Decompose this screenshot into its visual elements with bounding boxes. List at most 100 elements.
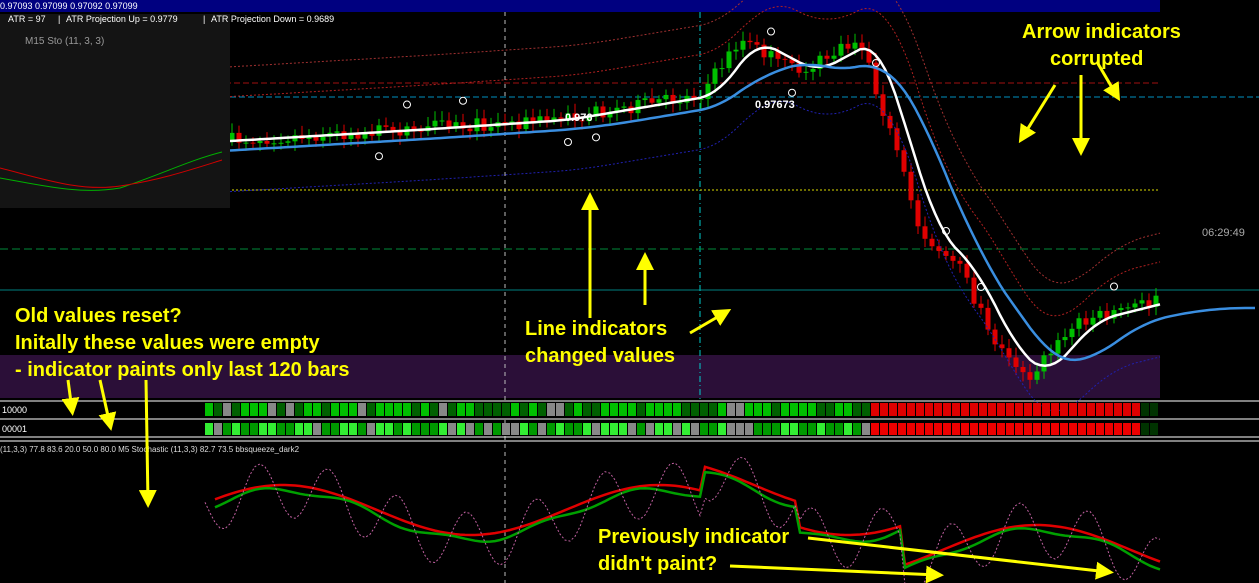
candle: [1146, 300, 1152, 307]
candle: [824, 55, 830, 59]
candle: [810, 68, 816, 72]
candle: [607, 112, 613, 118]
heat-cell: [754, 403, 762, 416]
heat-cell: [1141, 403, 1149, 416]
candle: [1034, 371, 1040, 380]
candle: [873, 62, 879, 95]
clock: 06:29:49: [1202, 227, 1245, 239]
heat-cell: [529, 423, 537, 435]
heat-cell: [961, 403, 969, 416]
heat-cell: [601, 423, 609, 435]
heat-cell: [916, 423, 924, 435]
heat-cell: [1060, 403, 1068, 416]
candle: [985, 307, 991, 330]
heat-cell: [619, 423, 627, 435]
candle: [411, 126, 417, 131]
heat-cell: [403, 423, 411, 435]
heat-cell: [367, 403, 375, 416]
marker: [375, 152, 383, 161]
marker: [788, 88, 796, 97]
row-label: 00001: [2, 424, 27, 434]
heat-cell: [214, 403, 222, 416]
heat-cell: [799, 403, 807, 416]
heat-cell: [790, 403, 798, 416]
indicator-line: [204, 456, 1161, 583]
candle: [1027, 372, 1033, 380]
heat-cell: [889, 403, 897, 416]
candle: [803, 71, 809, 73]
heat-cell: [394, 403, 402, 416]
candle: [782, 58, 788, 60]
quote: 0.97093 0.97099 0.97092 0.97099: [0, 1, 138, 11]
heat-cell: [844, 423, 852, 435]
candle: [957, 260, 963, 264]
heat-cell: [655, 423, 663, 435]
heat-cell: [970, 423, 978, 435]
heat-cell: [358, 403, 366, 416]
heat-cell: [538, 403, 546, 416]
indicator-line: [214, 470, 1161, 571]
candle: [362, 133, 368, 139]
candle: [320, 136, 326, 141]
candle: [460, 122, 466, 129]
candle: [635, 100, 641, 114]
indicator-line: [229, 0, 1161, 284]
heat-cell: [601, 403, 609, 416]
heat-cell: [880, 403, 888, 416]
heat-cell: [538, 423, 546, 435]
heat-cell: [583, 423, 591, 435]
heat-cell: [241, 403, 249, 416]
candle: [964, 263, 970, 278]
candle: [264, 141, 270, 144]
inset-title: M15 Sto (11, 3, 3): [25, 36, 104, 47]
heat-cell: [709, 403, 717, 416]
heat-cell: [574, 423, 582, 435]
heat-cell: [682, 423, 690, 435]
heat-cell: [682, 403, 690, 416]
annotation: Line indicators: [525, 318, 667, 340]
candle: [859, 42, 865, 51]
heat-cell: [259, 403, 267, 416]
candle: [1062, 337, 1068, 341]
heat-cell: [907, 403, 915, 416]
heat-cell: [349, 423, 357, 435]
heat-cell: [862, 403, 870, 416]
candle: [656, 99, 662, 103]
candle: [488, 127, 494, 131]
heat-cell: [475, 403, 483, 416]
candle: [229, 132, 235, 140]
annotation: corrupted: [1050, 48, 1143, 70]
candle: [866, 50, 872, 63]
candle: [712, 68, 718, 84]
candle: [950, 255, 956, 261]
candle: [733, 49, 739, 52]
indicator-line: [229, 46, 1161, 367]
heat-cell: [700, 423, 708, 435]
heat-cell: [763, 403, 771, 416]
heat-cell: [826, 403, 834, 416]
indicator-line: [214, 465, 1161, 567]
annotation: Previously indicator: [598, 526, 789, 548]
heat-cell: [1087, 403, 1095, 416]
heat-cell: [1033, 423, 1041, 435]
annotation: didn't paint?: [598, 553, 717, 575]
candle: [747, 40, 753, 43]
heat-cell: [853, 403, 861, 416]
candle: [754, 42, 760, 45]
heat-cell: [430, 423, 438, 435]
heat-cell: [925, 423, 933, 435]
heat-cell: [763, 423, 771, 435]
heat-cell: [988, 403, 996, 416]
candle: [544, 116, 550, 121]
candle: [586, 116, 592, 122]
heat-cell: [1087, 423, 1095, 435]
heat-cell: [754, 423, 762, 435]
heat-cell: [691, 403, 699, 416]
candle: [796, 63, 802, 73]
heat-cell: [988, 423, 996, 435]
candle: [355, 134, 361, 139]
heat-cell: [727, 423, 735, 435]
heat-cell: [574, 403, 582, 416]
candle: [726, 51, 732, 69]
heat-cell: [772, 403, 780, 416]
